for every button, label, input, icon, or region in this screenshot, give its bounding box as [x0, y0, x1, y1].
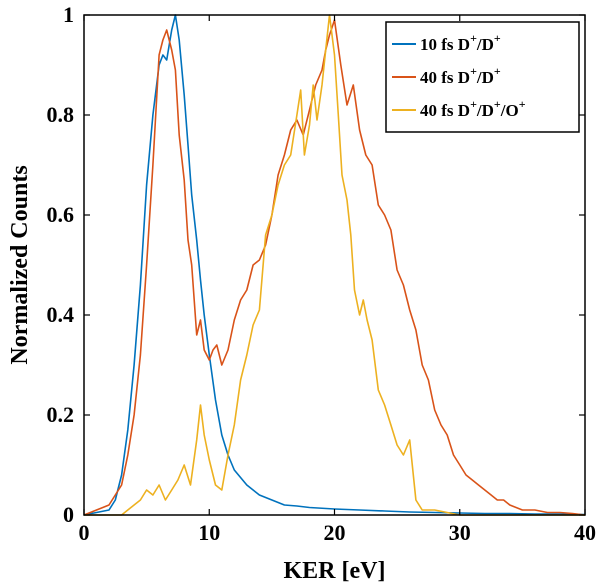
y-tick-label: 0.2	[47, 402, 75, 427]
series-line-1	[83, 14, 586, 516]
y-tick-label: 0.8	[47, 102, 75, 127]
legend-label-1: 10 fs D+​/D+​	[420, 31, 501, 54]
x-tick-label: 20	[324, 520, 346, 545]
y-tick-label: 0.4	[47, 302, 75, 327]
series-layer	[83, 14, 586, 516]
x-tick-label: 30	[449, 520, 471, 545]
y-axis-label: Normalized Counts	[7, 165, 33, 364]
ticks-layer: 0 10 20 30 40 0 0.2 0.4 0.6 0.8 1	[47, 2, 597, 545]
series-line-3	[84, 14, 585, 516]
y-tick-label: 0.6	[47, 202, 75, 227]
x-axis-label: KER [eV]	[284, 558, 386, 584]
legend-box	[385, 21, 580, 133]
y-tick-label: 1	[63, 2, 74, 27]
x-tick-label: 10	[198, 520, 220, 545]
y-tick-label: 0	[63, 502, 74, 527]
legend-label-2: 40 fs D+​/D+​	[420, 64, 501, 87]
x-tick-label: 40	[574, 520, 596, 545]
x-tick-label: 0	[79, 520, 90, 545]
legend: 10 fs D+​/D+​ 40 fs D+​/D+​ 40 fs D+​/D+​/…	[385, 21, 580, 133]
legend-label-3: 40 fs D+​/D+​/O+​	[420, 97, 526, 120]
